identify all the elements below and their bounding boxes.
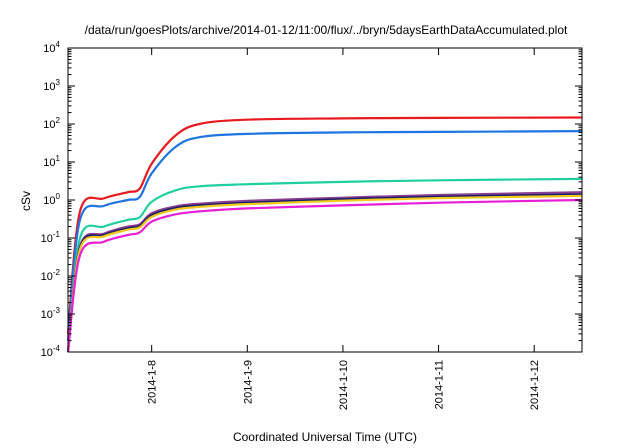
y-tick-exponent: 1 (56, 154, 61, 163)
y-tick-exponent: 4 (56, 40, 61, 49)
x-axis-label: Coordinated Universal Time (UTC) (233, 430, 417, 444)
y-tick-exponent: -4 (53, 344, 61, 353)
y-tick-label: 10-4 (41, 344, 61, 359)
y-tick-exponent: -2 (53, 268, 61, 277)
y-tick-label: 104 (43, 40, 60, 55)
series-line (66, 130, 583, 341)
x-tick-label: 2014-1-12 (529, 360, 541, 410)
y-tick-label: 10-3 (41, 306, 61, 321)
x-tick-label: 2014-1-11 (434, 360, 446, 409)
y-tick-base: 10 (43, 119, 55, 131)
plot-frame (67, 47, 583, 353)
y-axis-label: cSv (19, 191, 33, 211)
y-tick-exponent: -1 (53, 230, 61, 239)
y-tick-base: 10 (43, 157, 55, 169)
y-tick-base: 10 (41, 233, 53, 245)
x-tick-label: 2014-1-9 (242, 360, 254, 404)
y-tick-label: 10-1 (41, 230, 61, 245)
y-tick-base: 10 (43, 195, 55, 207)
series-line (66, 116, 583, 335)
series-line (66, 177, 583, 353)
series-line (66, 193, 583, 353)
series-layer (66, 116, 583, 353)
x-tick-label: 2014-1-8 (147, 360, 159, 404)
series-line (66, 191, 583, 353)
x-tick-label: 2014-1-10 (338, 360, 350, 410)
y-tick-label: 10-2 (41, 268, 61, 283)
chart-title: /data/run/goesPlots/archive/2014-01-12/1… (85, 23, 568, 37)
y-tick-label: 101 (43, 154, 60, 169)
series-line (66, 198, 583, 353)
y-tick-base: 10 (41, 309, 53, 321)
y-tick-exponent: 3 (56, 78, 61, 87)
x-tick-group: 2014-1-8 2014-1-9 2014-1-10 2014-1-11 2014-1… (147, 48, 541, 410)
y-tick-exponent: 2 (56, 116, 61, 125)
series-line (66, 194, 583, 353)
y-tick-exponent: -3 (53, 306, 61, 315)
y-tick-label: 102 (43, 116, 60, 131)
y-tick-base: 10 (43, 81, 55, 93)
y-tick-exponent: 0 (56, 192, 61, 201)
y-tick-base: 10 (41, 347, 53, 359)
y-tick-label: 103 (43, 78, 60, 93)
y-tick-base: 10 (41, 271, 53, 283)
y-tick-base: 10 (43, 43, 55, 55)
y-tick-label: 100 (43, 192, 60, 207)
